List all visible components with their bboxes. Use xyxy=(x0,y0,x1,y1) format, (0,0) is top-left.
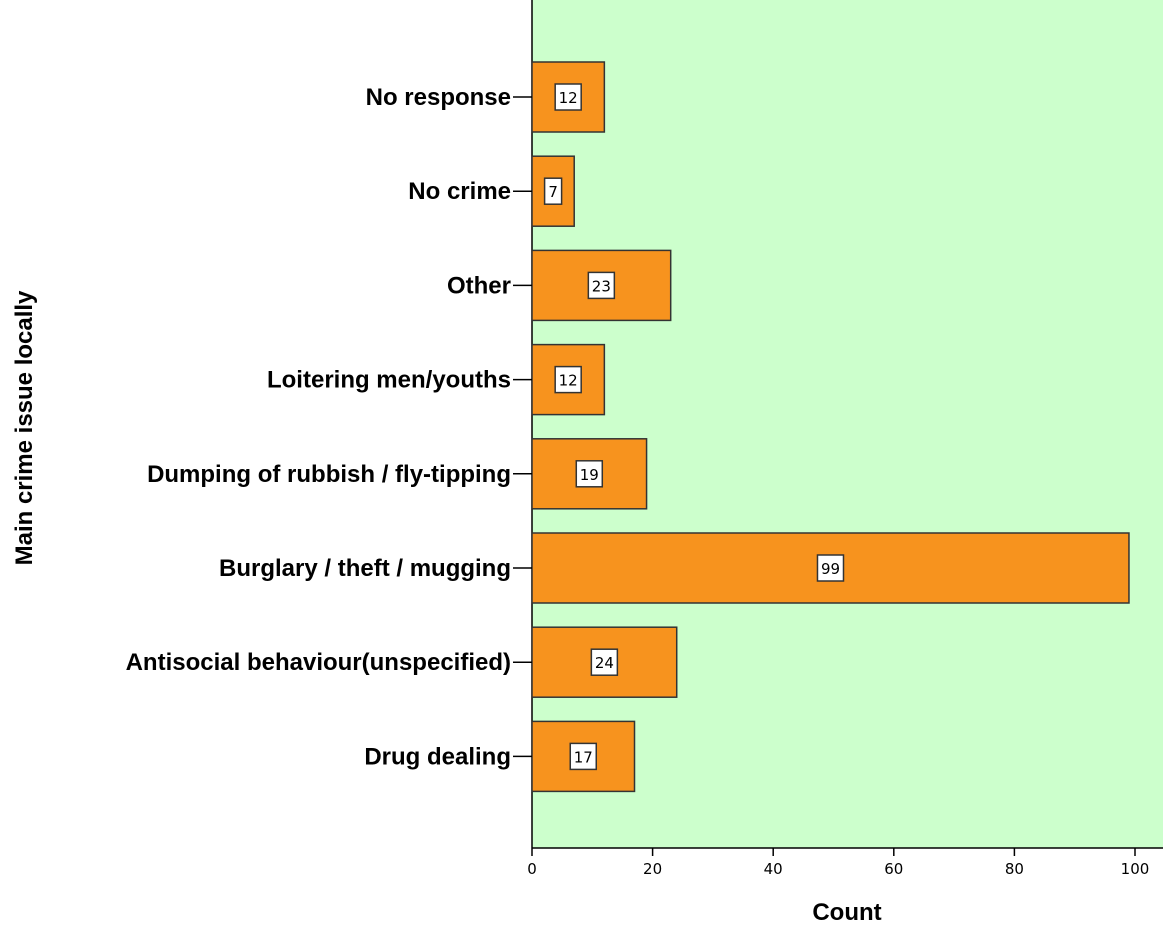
data-label: 12 xyxy=(559,89,578,107)
category-label: No response xyxy=(366,84,511,111)
category-label: Dumping of rubbish / fly-tipping xyxy=(147,461,511,488)
category-label: Burglary / theft / mugging xyxy=(219,555,511,582)
x-axis-title: Count xyxy=(812,899,881,926)
bar xyxy=(531,720,636,793)
data-label: 24 xyxy=(595,654,614,672)
data-label-box xyxy=(587,271,616,300)
category-label: Other xyxy=(447,272,511,299)
data-label: 23 xyxy=(592,277,611,295)
data-label: 12 xyxy=(559,372,578,390)
x-tick-label: 20 xyxy=(643,860,662,878)
y-axis-title: Main crime issue locally xyxy=(11,290,38,565)
data-label-box xyxy=(554,365,582,394)
data-label: 17 xyxy=(574,748,593,766)
data-label-box xyxy=(590,648,619,676)
data-label: 19 xyxy=(580,466,599,484)
category-label: No crime xyxy=(408,178,511,205)
data-label-box xyxy=(554,83,582,111)
x-tick-label: 100 xyxy=(1121,860,1150,878)
x-tick-label: 60 xyxy=(884,860,903,878)
data-label-box xyxy=(816,554,845,582)
plot-background xyxy=(532,0,1163,848)
x-tick-label: 80 xyxy=(1005,860,1024,878)
data-label: 7 xyxy=(548,183,558,201)
data-label-box xyxy=(543,177,563,205)
x-tick-label: 40 xyxy=(764,860,783,878)
category-label: Loitering men/youths xyxy=(267,367,511,394)
x-tick-label: 0 xyxy=(527,860,537,878)
data-label: 99 xyxy=(821,560,840,578)
category-label: Antisocial behaviour(unspecified) xyxy=(126,649,511,676)
data-label-box xyxy=(575,460,604,488)
data-label-box xyxy=(569,742,598,771)
category-label: Drug dealing xyxy=(364,743,511,770)
